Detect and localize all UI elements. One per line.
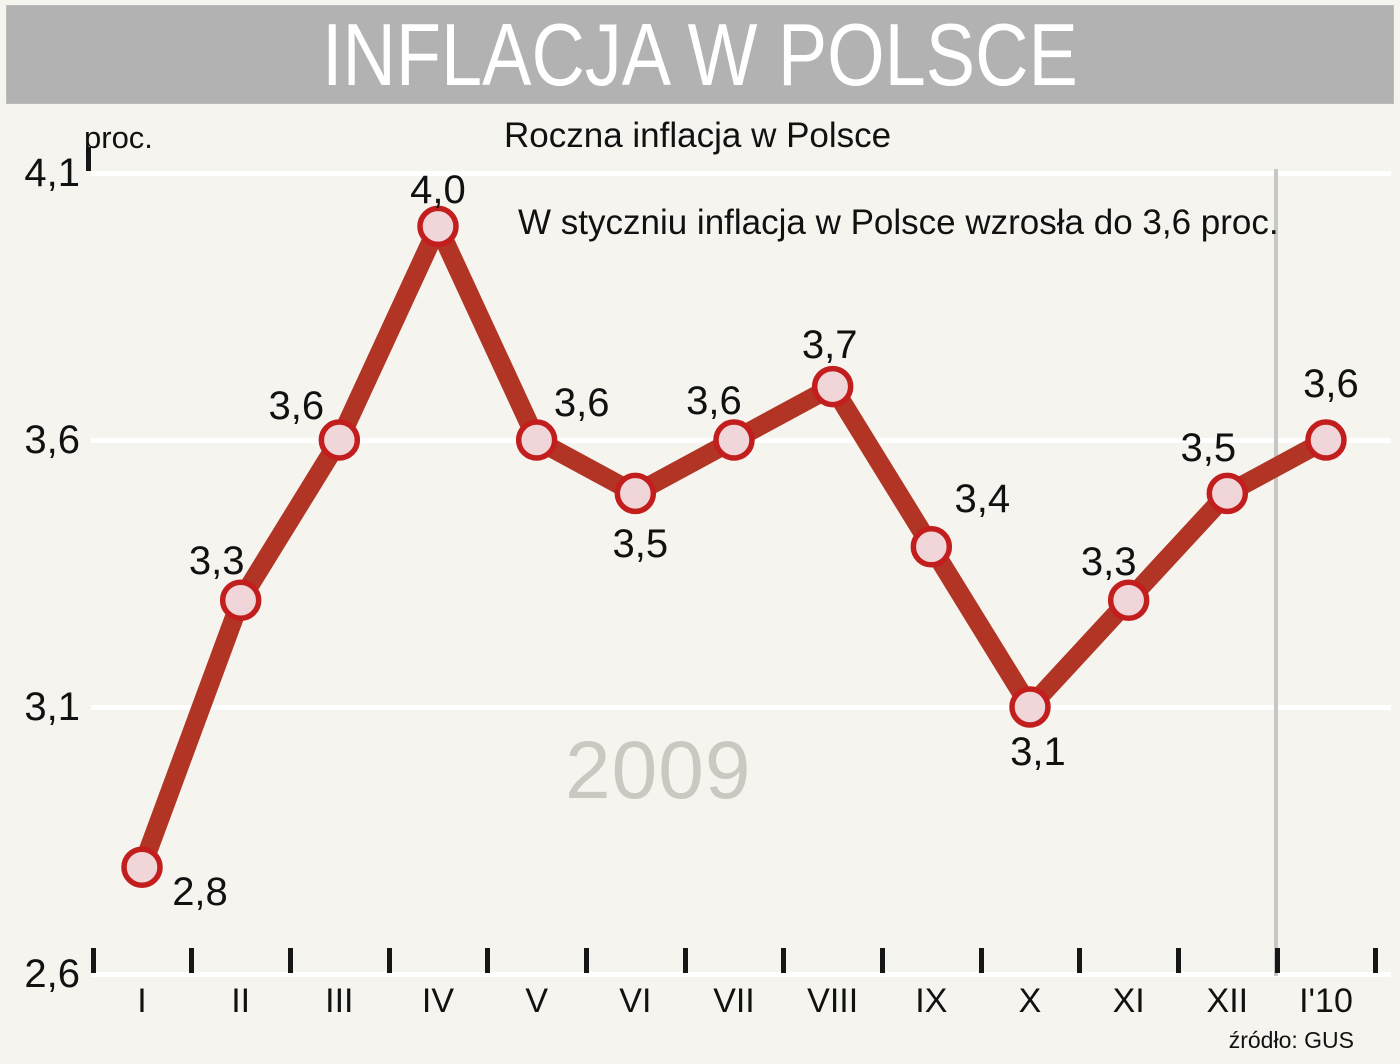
gridline xyxy=(91,171,1391,176)
chart-subtitle: Roczna inflacja w Polsce xyxy=(504,116,892,155)
x-axis-tick-label: VIII xyxy=(807,982,859,1020)
data-point-marker xyxy=(515,419,558,461)
y-axis-tick-label: 3,1 xyxy=(24,685,80,729)
data-point-label: 3,6 xyxy=(553,381,610,425)
y-axis-top-tick xyxy=(86,147,91,171)
chart-annotation: W styczniu inflacja w Polsce wzrosła do … xyxy=(518,203,1279,242)
data-point-marker xyxy=(1305,419,1347,461)
data-point-marker xyxy=(1009,686,1051,728)
data-point-marker xyxy=(417,205,459,248)
data-point-marker xyxy=(1206,472,1249,515)
data-point-label: 3,3 xyxy=(188,539,245,584)
data-point-label: 3,5 xyxy=(612,522,669,567)
data-point-label: 4,0 xyxy=(410,168,466,213)
x-axis-tick-label: I'10 xyxy=(1299,982,1353,1020)
data-point-marker xyxy=(318,419,361,461)
x-axis-tick xyxy=(1373,948,1379,973)
x-axis-tick-label: VI xyxy=(619,982,652,1020)
x-axis-tick-label: I xyxy=(137,982,147,1020)
x-axis-tick xyxy=(879,948,885,973)
y-axis-tick-label: 2,6 xyxy=(24,952,80,996)
data-point-label: 3,1 xyxy=(1010,730,1066,774)
y-axis-tick-label: 3,6 xyxy=(24,418,80,462)
source-credit: źródło: GUS xyxy=(1228,1027,1354,1053)
x-axis-tick-label: X xyxy=(1018,982,1042,1020)
x-axis-tick xyxy=(485,948,491,973)
data-point-label: 3,6 xyxy=(686,379,742,423)
data-point-label: 2,8 xyxy=(172,870,228,915)
data-point-marker xyxy=(614,472,657,515)
data-point-label: 3,3 xyxy=(1080,540,1137,585)
x-axis-tick xyxy=(583,948,589,973)
data-point-marker xyxy=(910,526,953,568)
data-point-marker xyxy=(713,419,755,461)
x-axis-tick-label: V xyxy=(525,982,548,1020)
x-axis-tick-label: VII xyxy=(713,982,755,1020)
data-point-label: 3,5 xyxy=(1180,426,1237,471)
x-axis-tick-label: XI xyxy=(1112,982,1145,1020)
y-axis-tick-label: 4,1 xyxy=(24,151,80,195)
data-point-marker xyxy=(1107,579,1150,621)
gridline xyxy=(91,705,1391,710)
x-axis-tick xyxy=(1077,948,1083,973)
x-axis-tick-label: IV xyxy=(421,982,455,1020)
data-point-label: 3,6 xyxy=(1303,362,1359,406)
data-point-marker xyxy=(121,846,163,888)
x-axis-tick xyxy=(287,948,293,973)
year-watermark: 2009 xyxy=(565,725,752,816)
data-point-marker xyxy=(811,365,854,408)
data-point-label: 3,7 xyxy=(801,322,858,367)
x-axis-tick-label: II xyxy=(231,982,251,1020)
data-point-label: 3,6 xyxy=(268,384,325,428)
y-axis-unit-label: proc. xyxy=(84,120,153,155)
x-axis-tick xyxy=(189,948,195,973)
x-axis-tick xyxy=(682,948,688,973)
title-banner: INFLACJA W POLSCE xyxy=(6,5,1394,104)
gridline xyxy=(91,972,1391,977)
x-axis-tick xyxy=(978,948,984,973)
year-separator-line xyxy=(1274,169,1278,976)
x-axis-tick-label: IX xyxy=(915,982,948,1020)
data-point-label: 3,4 xyxy=(954,476,1011,521)
x-axis-tick xyxy=(1274,948,1280,973)
page-title: INFLACJA W POLSCE xyxy=(322,5,1078,104)
x-axis-tick xyxy=(90,948,96,973)
x-axis-tick xyxy=(1175,948,1181,973)
x-axis-tick xyxy=(386,948,392,973)
x-axis-tick-label: XII xyxy=(1206,982,1249,1020)
x-axis-tick xyxy=(781,948,787,973)
x-axis-tick-label: III xyxy=(325,982,354,1020)
data-point-marker xyxy=(219,579,262,621)
